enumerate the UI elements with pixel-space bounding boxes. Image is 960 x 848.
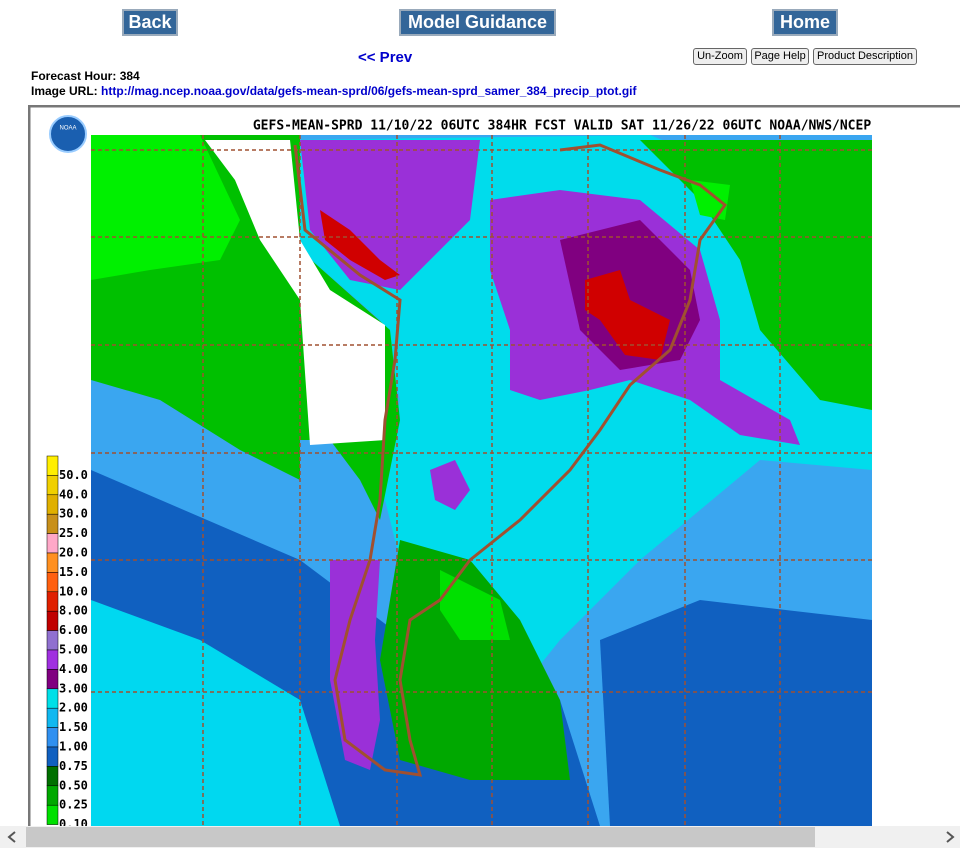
green-patagonia-light bbox=[440, 570, 510, 640]
image-url: Image URL: http://mag.ncep.noaa.gov/data… bbox=[31, 84, 637, 98]
legend-label: 0.10 bbox=[59, 817, 88, 826]
label: Image URL: bbox=[31, 84, 98, 98]
red-core bbox=[585, 270, 670, 360]
thumb[interactable] bbox=[26, 827, 815, 847]
legend-label: 10.0 bbox=[59, 584, 88, 598]
legend-swatch bbox=[46, 475, 59, 496]
scrollbar[interactable] bbox=[0, 826, 960, 848]
prev-link[interactable]: << Prev bbox=[358, 49, 413, 66]
legend-label: 1.00 bbox=[59, 740, 88, 754]
legend-label: 6.00 bbox=[59, 623, 88, 637]
legend-swatch bbox=[46, 688, 59, 709]
legend-swatch bbox=[46, 804, 59, 825]
legend-label: 0.50 bbox=[59, 778, 88, 792]
legend-label: 5.00 bbox=[59, 643, 88, 657]
legend-swatch bbox=[46, 513, 59, 534]
legend-swatch bbox=[46, 552, 59, 573]
legend-label: 40.0 bbox=[59, 487, 88, 501]
legend-label: 15.0 bbox=[59, 565, 88, 579]
back-button[interactable]: Back bbox=[122, 9, 178, 36]
legend-swatch bbox=[46, 746, 59, 767]
green-patagonia bbox=[380, 540, 570, 780]
legend-swatch bbox=[46, 572, 59, 593]
home-button[interactable]: Home bbox=[772, 9, 838, 36]
legend-swatch bbox=[46, 591, 59, 612]
legend-label: 0.75 bbox=[59, 759, 88, 773]
legend-label: 8.00 bbox=[59, 604, 88, 618]
url-link[interactable]: http://mag.ncep.noaa.gov/data/gefs-mean-… bbox=[101, 84, 637, 98]
legend-swatch bbox=[46, 785, 59, 806]
legend-label: 3.00 bbox=[59, 681, 88, 695]
coastline bbox=[293, 143, 728, 777]
map-image: GEFS-MEAN-SPRD 11/10/22 06UTC 384HR FCST… bbox=[28, 105, 960, 826]
legend-swatch bbox=[46, 766, 59, 787]
legend-label: 30.0 bbox=[59, 507, 88, 521]
legend-swatch bbox=[46, 455, 59, 476]
legend-swatch bbox=[46, 649, 59, 670]
legend-label: 20.0 bbox=[59, 546, 88, 560]
red-andes bbox=[320, 210, 400, 280]
legend-swatch bbox=[46, 669, 59, 690]
forecast-hour: Forecast Hour: 384 bbox=[31, 69, 140, 83]
value: 384 bbox=[119, 69, 140, 83]
legend-label: 50.0 bbox=[59, 468, 88, 482]
noaa-logo bbox=[49, 115, 87, 153]
white-dry bbox=[205, 140, 385, 445]
page-help-button[interactable]: Page Help bbox=[751, 48, 809, 65]
legend-label: 25.0 bbox=[59, 526, 88, 540]
product-description-button[interactable]: Product Description bbox=[813, 48, 917, 65]
label: Forecast Hour: bbox=[31, 69, 117, 83]
legend-swatch bbox=[46, 707, 59, 728]
ocean-light bbox=[91, 600, 340, 826]
map-title: GEFS-MEAN-SPRD 11/10/22 06UTC 384HR FCST… bbox=[253, 119, 871, 134]
purple-blob bbox=[430, 460, 470, 510]
legend-label: 1.50 bbox=[59, 720, 88, 734]
green-east bbox=[640, 140, 872, 410]
legend-swatch bbox=[46, 630, 59, 651]
legend-swatch bbox=[46, 533, 59, 554]
legend-label: 4.00 bbox=[59, 662, 88, 676]
legend-swatch bbox=[46, 494, 59, 515]
legend-label: 0.25 bbox=[59, 798, 88, 812]
legend-swatch bbox=[46, 610, 59, 631]
right-arrow[interactable] bbox=[946, 831, 955, 843]
model-guidance-button[interactable]: Model Guidance bbox=[399, 9, 556, 36]
legend-label: 2.00 bbox=[59, 701, 88, 715]
noaa-logo-text: NOAA bbox=[59, 126, 76, 132]
left-arrow[interactable] bbox=[7, 831, 16, 843]
unzoom-button[interactable]: Un-Zoom bbox=[693, 48, 747, 65]
ocean-deep bbox=[600, 600, 872, 826]
legend-swatch bbox=[46, 727, 59, 748]
